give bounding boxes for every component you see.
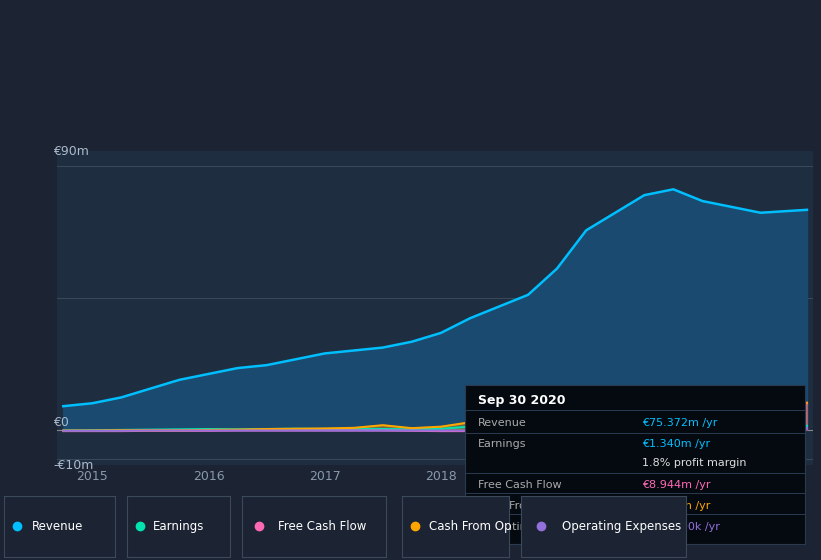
Text: Operating Expenses: Operating Expenses <box>562 520 681 533</box>
Text: -€10m: -€10m <box>53 459 94 472</box>
Text: Earnings: Earnings <box>153 520 204 533</box>
Text: €9.187m /yr: €9.187m /yr <box>642 501 710 511</box>
Text: €75.372m /yr: €75.372m /yr <box>642 418 718 428</box>
Text: €8.944m /yr: €8.944m /yr <box>642 480 710 490</box>
Text: Free Cash Flow: Free Cash Flow <box>278 520 366 533</box>
Text: Operating Expenses: Operating Expenses <box>479 522 590 532</box>
Text: €0: €0 <box>53 417 69 430</box>
Text: Earnings: Earnings <box>479 439 527 449</box>
Text: 1.8% profit margin: 1.8% profit margin <box>642 458 746 468</box>
Text: Sep 30 2020: Sep 30 2020 <box>479 394 566 407</box>
Text: Revenue: Revenue <box>32 520 83 533</box>
Text: Cash From Op: Cash From Op <box>479 501 556 511</box>
Text: Free Cash Flow: Free Cash Flow <box>479 480 562 490</box>
Text: €1.340m /yr: €1.340m /yr <box>642 439 710 449</box>
Text: €90m: €90m <box>53 146 89 158</box>
Text: Revenue: Revenue <box>479 418 527 428</box>
Text: Cash From Op: Cash From Op <box>429 520 511 533</box>
Text: €624.000k /yr: €624.000k /yr <box>642 522 720 532</box>
